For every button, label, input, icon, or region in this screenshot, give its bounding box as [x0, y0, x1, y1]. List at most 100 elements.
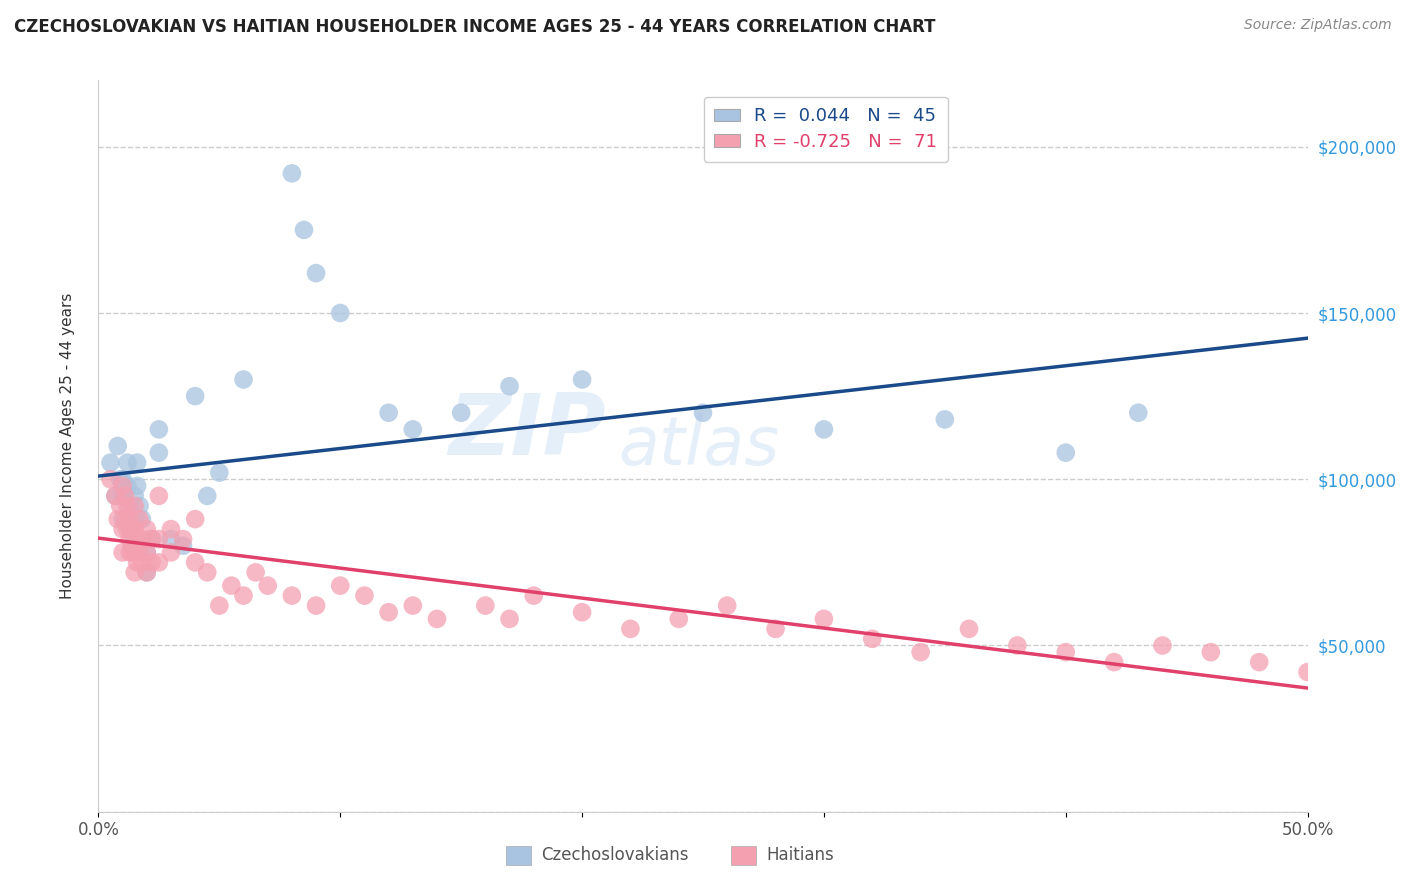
Point [128, 545, 150, 559]
Text: Czechoslovakians: Czechoslovakians [541, 847, 689, 864]
Point [148, 532, 170, 546]
Point [305, 599, 328, 613]
Point [184, 555, 207, 569]
Point [245, 566, 267, 580]
Point [571, 605, 593, 619]
Point [195, 566, 218, 580]
Point [107, 512, 129, 526]
Point [668, 612, 690, 626]
Point [1054, 645, 1077, 659]
Point [402, 422, 425, 436]
Point [131, 512, 153, 526]
Point [172, 532, 194, 546]
Point [121, 545, 143, 559]
Point [141, 532, 163, 546]
Point [124, 512, 146, 526]
Point [329, 306, 352, 320]
Point [127, 555, 149, 569]
Point [135, 522, 157, 536]
Point [127, 532, 149, 546]
Text: atlas: atlas [619, 413, 779, 479]
Point [121, 539, 143, 553]
Point [172, 539, 194, 553]
Point [104, 489, 127, 503]
Point [232, 372, 254, 386]
Point [957, 622, 980, 636]
Point [160, 522, 183, 536]
Point [1054, 445, 1077, 459]
Point [100, 456, 122, 470]
Point [124, 522, 146, 536]
Point [148, 555, 170, 569]
Point [221, 579, 243, 593]
Point [256, 579, 278, 593]
Point [127, 456, 149, 470]
Point [813, 612, 835, 626]
Point [619, 622, 641, 636]
Point [450, 406, 472, 420]
Point [813, 422, 835, 436]
Point [135, 566, 157, 580]
Point [124, 545, 146, 559]
Point [1128, 406, 1150, 420]
Y-axis label: Householder Income Ages 25 - 44 years: Householder Income Ages 25 - 44 years [60, 293, 75, 599]
Point [305, 266, 328, 280]
Point [195, 489, 218, 503]
Point [128, 499, 150, 513]
Point [107, 439, 129, 453]
Text: Source: ZipAtlas.com: Source: ZipAtlas.com [1244, 18, 1392, 32]
Point [184, 512, 207, 526]
Point [377, 406, 399, 420]
Point [124, 566, 146, 580]
Point [160, 545, 183, 559]
Point [1102, 655, 1125, 669]
Text: Haitians: Haitians [766, 847, 834, 864]
Point [100, 472, 122, 486]
Point [1152, 639, 1174, 653]
Point [118, 522, 141, 536]
Point [127, 479, 149, 493]
Point [117, 499, 139, 513]
Point [117, 456, 139, 470]
Point [104, 489, 127, 503]
Point [910, 645, 932, 659]
Point [114, 512, 136, 526]
Point [131, 532, 153, 546]
Point [128, 512, 150, 526]
Point [148, 422, 170, 436]
Point [281, 166, 304, 180]
Point [108, 472, 131, 486]
Point [135, 566, 157, 580]
Point [329, 579, 352, 593]
Text: CZECHOSLOVAKIAN VS HAITIAN HOUSEHOLDER INCOME AGES 25 - 44 YEARS CORRELATION CHA: CZECHOSLOVAKIAN VS HAITIAN HOUSEHOLDER I… [14, 18, 935, 36]
Point [426, 612, 449, 626]
Point [108, 499, 131, 513]
Point [498, 379, 520, 393]
Point [1199, 645, 1222, 659]
Point [111, 489, 134, 503]
Point [131, 555, 153, 569]
Legend: R =  0.044   N =  45, R = -0.725   N =  71: R = 0.044 N = 45, R = -0.725 N = 71 [703, 96, 948, 161]
Point [114, 489, 136, 503]
Point [292, 223, 315, 237]
Point [124, 532, 146, 546]
Point [377, 605, 399, 619]
Point [111, 512, 134, 526]
Point [860, 632, 883, 646]
Point [148, 445, 170, 459]
Point [765, 622, 787, 636]
Point [111, 472, 134, 486]
Point [1007, 639, 1029, 653]
Point [118, 545, 141, 559]
Point [111, 545, 134, 559]
Point [124, 499, 146, 513]
Point [1296, 665, 1319, 679]
Point [141, 532, 163, 546]
Point [118, 499, 141, 513]
Point [716, 599, 738, 613]
Point [353, 589, 375, 603]
Point [692, 406, 714, 420]
Point [118, 512, 141, 526]
Point [160, 532, 183, 546]
Point [148, 489, 170, 503]
